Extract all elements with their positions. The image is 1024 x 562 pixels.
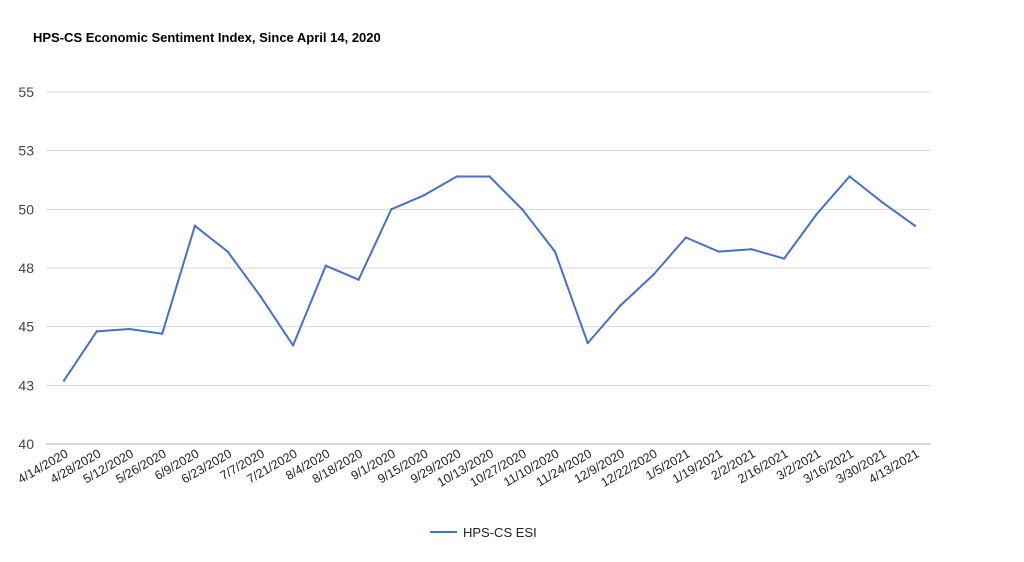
y-tick-label: 53 bbox=[18, 143, 34, 159]
data-point bbox=[160, 332, 164, 335]
series-line bbox=[63, 175, 916, 382]
data-point bbox=[782, 257, 786, 260]
x-axis-ticks: 4/14/20204/28/20205/12/20205/26/20206/9/… bbox=[15, 446, 921, 489]
data-point bbox=[488, 175, 491, 178]
data-point bbox=[651, 273, 655, 277]
data-point bbox=[619, 304, 622, 307]
series-lines bbox=[62, 175, 917, 382]
data-point bbox=[291, 344, 295, 347]
data-point bbox=[357, 278, 360, 281]
data-point bbox=[913, 224, 917, 227]
data-point bbox=[390, 208, 393, 211]
data-point bbox=[62, 379, 66, 382]
data-point bbox=[193, 224, 197, 227]
gridlines bbox=[46, 91, 931, 445]
data-point bbox=[259, 294, 262, 298]
data-point bbox=[95, 330, 98, 333]
data-point bbox=[586, 341, 589, 345]
data-point bbox=[815, 212, 819, 216]
chart-title: HPS-CS Economic Sentiment Index, Since A… bbox=[33, 30, 381, 45]
data-point bbox=[717, 250, 720, 253]
data-point bbox=[324, 264, 328, 267]
y-tick-label: 48 bbox=[18, 260, 34, 276]
legend: HPS-CS ESI bbox=[430, 525, 537, 540]
data-point bbox=[881, 201, 884, 204]
y-axis-ticks: 40 43 45 48 50 53 55 bbox=[18, 84, 34, 452]
y-tick-label: 45 bbox=[18, 319, 34, 335]
y-tick-label: 40 bbox=[18, 436, 34, 452]
data-point bbox=[455, 175, 458, 178]
data-point bbox=[422, 194, 426, 197]
y-tick-label: 43 bbox=[18, 377, 34, 393]
legend-label: HPS-CS ESI bbox=[463, 525, 537, 540]
data-point bbox=[553, 250, 557, 253]
data-point bbox=[684, 236, 688, 239]
data-point bbox=[750, 248, 753, 251]
data-point bbox=[128, 327, 131, 331]
data-point bbox=[226, 250, 229, 253]
y-tick-label: 50 bbox=[18, 201, 34, 217]
data-point bbox=[521, 208, 524, 211]
y-tick-label: 55 bbox=[18, 84, 34, 100]
data-point bbox=[848, 175, 851, 178]
